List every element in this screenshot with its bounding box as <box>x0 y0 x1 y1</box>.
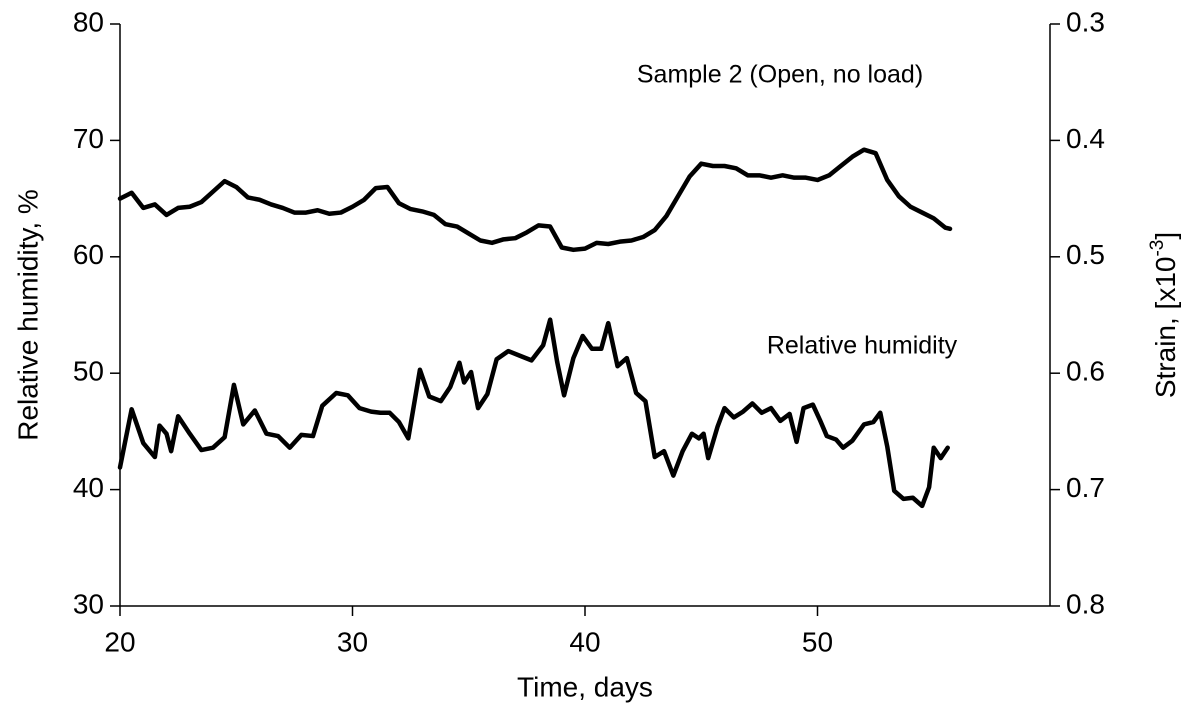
y-axis-label: Relative humidity, % <box>12 189 43 441</box>
annotation: Relative humidity <box>767 332 958 360</box>
annotation: Sample 2 (Open, no load) <box>637 61 923 89</box>
x-tick-label: 30 <box>337 626 368 657</box>
y-tick-label: 80 <box>73 6 104 37</box>
y2-tick-label: 0.5 <box>1066 239 1105 270</box>
series-line <box>117 317 950 509</box>
y-tick-label: 70 <box>73 123 104 154</box>
y-tick-label: 50 <box>73 356 104 387</box>
y2-axis-label-text: Strain, [x10 <box>1150 257 1181 399</box>
x-tick-label: 50 <box>802 626 833 657</box>
y2-tick-label: 0.4 <box>1066 123 1105 154</box>
y2-axis-label: Strain, [x10-3] <box>1147 232 1181 398</box>
y-tick-label: 30 <box>73 588 104 619</box>
x-axis-label: Time, days <box>517 671 653 702</box>
y2-tick-label: 0.6 <box>1066 356 1105 387</box>
x-tick-label: 40 <box>569 626 600 657</box>
y-tick-label: 60 <box>73 239 104 270</box>
y2-tick-label: 0.3 <box>1066 6 1105 37</box>
y2-tick-label: 0.7 <box>1066 472 1105 503</box>
y2-tick-label: 0.8 <box>1066 588 1105 619</box>
y2-axis-label-exponent: -3 <box>1147 240 1168 257</box>
series-line <box>117 147 953 253</box>
x-tick-label: 20 <box>104 626 135 657</box>
y2-axis-label-end: ] <box>1150 232 1181 240</box>
y-tick-label: 40 <box>73 472 104 503</box>
